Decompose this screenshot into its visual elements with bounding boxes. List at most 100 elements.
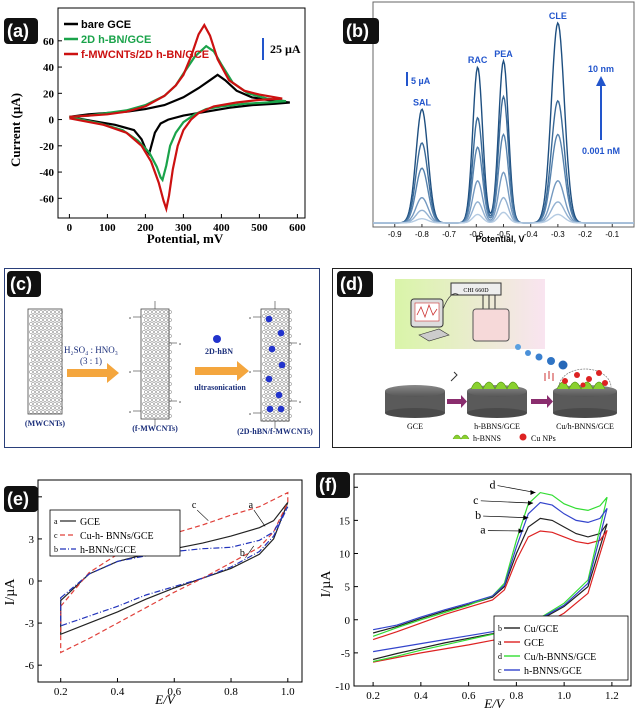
electrodes-icon <box>482 295 496 311</box>
y-tick-label-a: -20 <box>39 141 54 153</box>
curve-label-e: c <box>192 500 197 511</box>
curve-pointer-e <box>253 509 266 527</box>
electrode-gce-icon <box>385 385 445 418</box>
x-tick-label-a: 100 <box>99 222 116 234</box>
panel-b: -0.9 -0.8 -0.7 -0.6 -0.5 -0.4 -0.3 -0.2 -0.1 (b)… <box>335 0 637 248</box>
x-tick-label-b: -0.5 <box>497 230 511 239</box>
step1-ratio: (3 : 1) <box>80 356 102 366</box>
legend-f: b Cu/GCE a GCE d Cu/h-BNNS/GCE c h-BNNS/GCE <box>493 615 629 681</box>
droplet-icon <box>535 353 543 361</box>
curve-label-f: b <box>475 508 481 522</box>
curve-pointer-f <box>497 485 536 493</box>
dpv-curve-b <box>373 211 634 224</box>
series-c-cv-curve <box>372 501 608 653</box>
arrow-step1 <box>447 399 461 404</box>
series-a-cv-curve <box>372 529 608 663</box>
svg-text:o: o <box>249 315 252 320</box>
svg-text:o: o <box>249 369 252 374</box>
x-tick-label-a: 200 <box>137 222 154 234</box>
y-tick-label-a: 60 <box>43 36 55 48</box>
arrow-top-label-b: 10 nm <box>588 64 614 74</box>
y-tick-label-a: -40 <box>39 167 54 179</box>
droplet-icon <box>547 357 555 365</box>
curve-label-f: a <box>480 523 486 537</box>
x-tick-label-f: 0.6 <box>462 690 476 702</box>
x-axis-label-f: E/V <box>483 696 506 711</box>
arrow-step2 <box>531 399 547 404</box>
electrode-hbnns-icon <box>467 381 527 418</box>
panel-tag-f: (f) <box>316 472 350 498</box>
svg-text:o: o <box>129 315 132 320</box>
screen-voltammogram-icon <box>416 303 438 319</box>
legend-key-f: b <box>498 624 502 633</box>
panel-tag-e: (e) <box>4 486 38 512</box>
peak-label-pea: PEA <box>494 49 513 59</box>
panel-d: (d) CHI 660D <box>332 268 632 448</box>
plot-frame-f <box>353 473 632 687</box>
x-tick-label-e: 0.6 <box>167 686 181 698</box>
legend-label-e: h-BNNs/GCE <box>80 545 136 556</box>
curve-label-e: b <box>240 548 245 559</box>
y-tick-label-a: 0 <box>49 115 55 127</box>
curve-pointer-head-f <box>530 490 536 496</box>
legend-box-e <box>49 509 181 557</box>
chart-b: -0.9 -0.8 -0.7 -0.6 -0.5 -0.4 -0.3 -0.2 -0.1 (b)… <box>343 1 635 244</box>
panel-tag-b: (b) <box>343 18 379 44</box>
svg-text:o: o <box>249 411 252 416</box>
svg-text:(c): (c) <box>10 274 32 294</box>
step1-arrow <box>67 363 119 383</box>
cable-icon <box>442 293 460 310</box>
legend-label-e: Cu-h- BNNs/GCE <box>80 531 154 542</box>
curve-pointer-head-f <box>528 500 534 506</box>
caption-f-mwcnt: (f-MWCNTs) <box>132 424 178 433</box>
x-tick-label-a: 300 <box>175 222 192 234</box>
hbn-particle-icon <box>213 335 221 343</box>
panel-tag-a: (a) <box>4 18 38 44</box>
deposition-icon <box>544 371 554 381</box>
y-axis-label-e: I/µA <box>3 578 18 606</box>
instrument-label: CHI 660D <box>463 288 489 294</box>
y-tick-label-f: 10 <box>339 549 351 561</box>
legend-label-f: GCE <box>524 638 544 649</box>
legend-label-a: f-MWCNTs/2D h-BN/GCE <box>81 49 209 61</box>
keyboard-icon <box>418 328 450 342</box>
legend-label-a: 2D h-BN/GCE <box>81 34 151 46</box>
arrow-bottom-label-b: 0.001 nM <box>582 146 620 156</box>
drop-cast-icon <box>450 371 458 382</box>
panel-tag-d: (d) <box>337 271 373 297</box>
y-tick-label-f: -10 <box>335 681 350 693</box>
legend-a: bare GCE 2D h-BN/GCE f-MWCNTs/2D h-BN/GCE <box>64 19 209 61</box>
caption-mwcnt: (MWCNTs) <box>25 419 65 428</box>
y-tick-label-f: 15 <box>339 515 351 527</box>
x-axis-label-a: Potential, mV <box>147 231 224 246</box>
y-tick-label-f: 0 <box>345 615 351 627</box>
curve-pointer-f <box>480 500 534 504</box>
panel-c: (c) o o o o o o o o o o H₂SO₄ : HNO₃ (3 : 1) 2D-… <box>4 268 320 448</box>
series-c-cv-curve <box>60 491 289 654</box>
x-tick-label-e: 0.4 <box>111 686 125 698</box>
cu-np-legend-icon <box>519 433 527 441</box>
hbn-f-mwcnt-tube: o o o o o <box>249 301 302 429</box>
y-tick-label-e: 3 <box>29 534 35 546</box>
hbnns-legend-icon <box>452 434 470 440</box>
x-tick-label-e: 1.0 <box>281 686 295 698</box>
reagent-label: 2D-hBN <box>205 347 233 356</box>
concentration-arrowhead-b <box>596 76 606 86</box>
svg-text:o: o <box>179 341 182 346</box>
x-tick-label-b: -0.2 <box>578 230 592 239</box>
cell-beaker-icon <box>472 308 510 342</box>
svg-text:(d): (d) <box>340 274 363 294</box>
arrow-step2-head <box>547 395 553 408</box>
x-tick-label-f: 0.2 <box>366 690 380 702</box>
x-tick-label-b: -0.8 <box>415 230 429 239</box>
electrode-cu-hbnns-icon <box>553 368 617 418</box>
x-tick-label-f: 0.8 <box>510 690 524 702</box>
peak-label-sal: SAL <box>413 97 432 107</box>
svg-text:o: o <box>299 341 302 346</box>
legend-key-e: a <box>54 517 58 526</box>
f-mwcnt-tube: o o o o o <box>129 301 182 427</box>
y-tick-label-a: 20 <box>43 88 55 100</box>
panel-f: 0.20.40.60.81.01.2-10-505101520 bCu/GCEa… <box>316 464 637 711</box>
curve-pointer-f <box>483 515 529 519</box>
